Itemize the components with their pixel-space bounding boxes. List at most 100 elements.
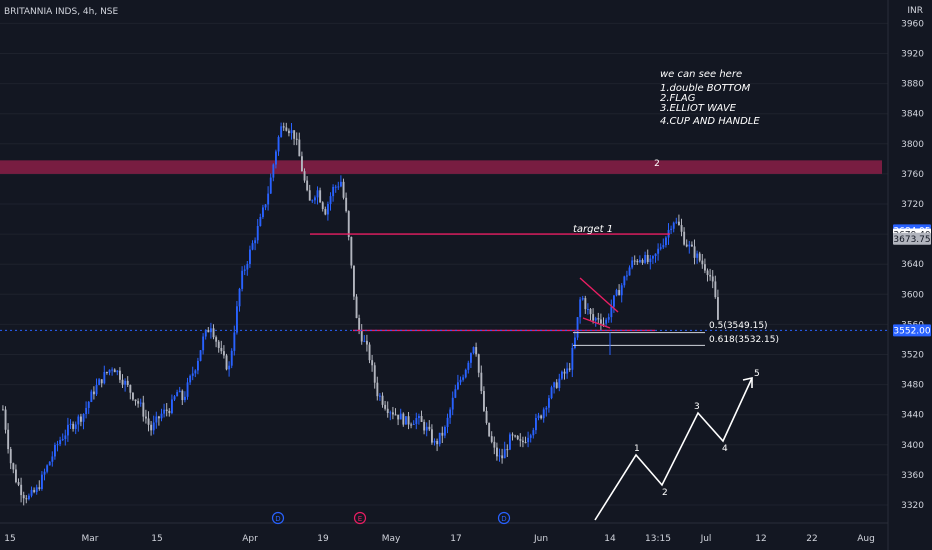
candle-body — [576, 317, 579, 338]
candle-body — [436, 440, 439, 445]
price-tick: 3360 — [901, 471, 924, 481]
candle-body — [132, 392, 134, 400]
candle-body — [701, 260, 704, 265]
candle-body — [472, 347, 475, 354]
candle-body — [592, 314, 595, 321]
flag-upper-line — [579, 277, 619, 313]
candle-body — [69, 423, 72, 425]
candle-body — [288, 130, 290, 134]
candle-body — [87, 401, 90, 408]
candle-body — [654, 253, 657, 257]
price-badge-3 — [893, 324, 931, 337]
candle-body — [230, 350, 233, 366]
time-tick: 22 — [806, 534, 817, 544]
candle-body — [662, 245, 665, 248]
candle-body — [714, 281, 717, 298]
candle-body — [22, 495, 25, 499]
candle-body — [243, 269, 246, 271]
event-letter: D — [275, 515, 280, 523]
candle-body — [137, 401, 140, 404]
candle-body — [379, 395, 381, 397]
candle-body — [691, 244, 693, 247]
candle-body — [246, 263, 249, 270]
drawing-lines[interactable] — [0, 233, 888, 355]
candle-body — [475, 347, 478, 355]
candle-body — [444, 427, 446, 436]
candle-body — [368, 344, 371, 361]
candle-body — [264, 204, 267, 208]
candle-body — [285, 127, 288, 131]
time-tick: 19 — [317, 534, 329, 544]
candle-body — [342, 181, 345, 198]
candle-body — [389, 412, 392, 414]
candle-body — [28, 495, 30, 500]
time-tick: 13:15 — [645, 534, 671, 544]
candle-body — [347, 211, 350, 237]
candle-body — [82, 413, 85, 422]
candle-body — [194, 370, 197, 374]
candle-body — [522, 440, 524, 443]
target-label: target 1 — [573, 224, 613, 235]
candle-body — [308, 190, 311, 201]
candle-body — [529, 435, 532, 438]
candle-body — [555, 382, 558, 388]
note-line-1: 1.double BOTTOM — [660, 83, 751, 94]
candle-body — [59, 440, 62, 445]
candle-body — [483, 391, 485, 411]
time-tick: 14 — [604, 534, 616, 544]
candle-body — [641, 259, 644, 263]
candle-body — [38, 487, 41, 489]
candle-body — [706, 270, 709, 276]
candle-body — [293, 130, 296, 139]
price-tick: 3400 — [901, 441, 924, 451]
candle-body — [129, 385, 132, 393]
time-axis[interactable]: 15 Mar 15 Apr 19 May 17 Jun 14 13:15 Jul 12 22 Aug — [4, 534, 875, 544]
candle-body — [457, 382, 459, 390]
candle-body — [282, 126, 285, 128]
candle-body — [93, 391, 95, 395]
candle-body — [459, 379, 462, 383]
candle-body — [277, 137, 280, 152]
candle-body — [449, 409, 452, 418]
candle-body — [584, 298, 587, 310]
candle-body — [280, 126, 283, 138]
candle-body — [568, 368, 571, 370]
candle-body — [680, 225, 683, 232]
candle-body — [334, 186, 337, 188]
candle-body — [605, 319, 608, 324]
candle-body — [696, 253, 699, 258]
candle-body — [220, 347, 223, 352]
candle-body — [425, 426, 428, 431]
candle-body — [290, 130, 293, 134]
candle-body — [688, 244, 691, 247]
candle-body — [51, 456, 54, 462]
candle-body — [613, 295, 615, 307]
candle-body — [337, 186, 340, 188]
candle-body — [428, 426, 431, 430]
note-line-4: 4.CUP AND HANDLE — [660, 116, 760, 127]
candle-body — [74, 424, 77, 429]
candle-body — [134, 399, 137, 402]
candle-body — [527, 437, 530, 443]
candle-body — [126, 380, 129, 386]
candle-body — [316, 190, 319, 198]
candle-body — [251, 243, 254, 250]
candle-body — [41, 474, 43, 489]
candle-body — [467, 362, 470, 370]
price-axis[interactable]: 3960392038803840380037603720368036403600… — [893, 19, 931, 511]
candle-body — [61, 439, 64, 441]
candle-body — [410, 424, 413, 426]
candle-body — [392, 412, 394, 415]
candle-body — [272, 164, 275, 178]
candle-body — [202, 336, 205, 351]
candle-body — [438, 432, 441, 445]
candle-body — [407, 416, 410, 425]
candle-body — [462, 377, 465, 380]
candle-body — [329, 196, 332, 204]
candle-body — [558, 378, 561, 388]
note-line-2: 2.FLAG — [660, 93, 696, 104]
candle-body — [77, 416, 80, 425]
